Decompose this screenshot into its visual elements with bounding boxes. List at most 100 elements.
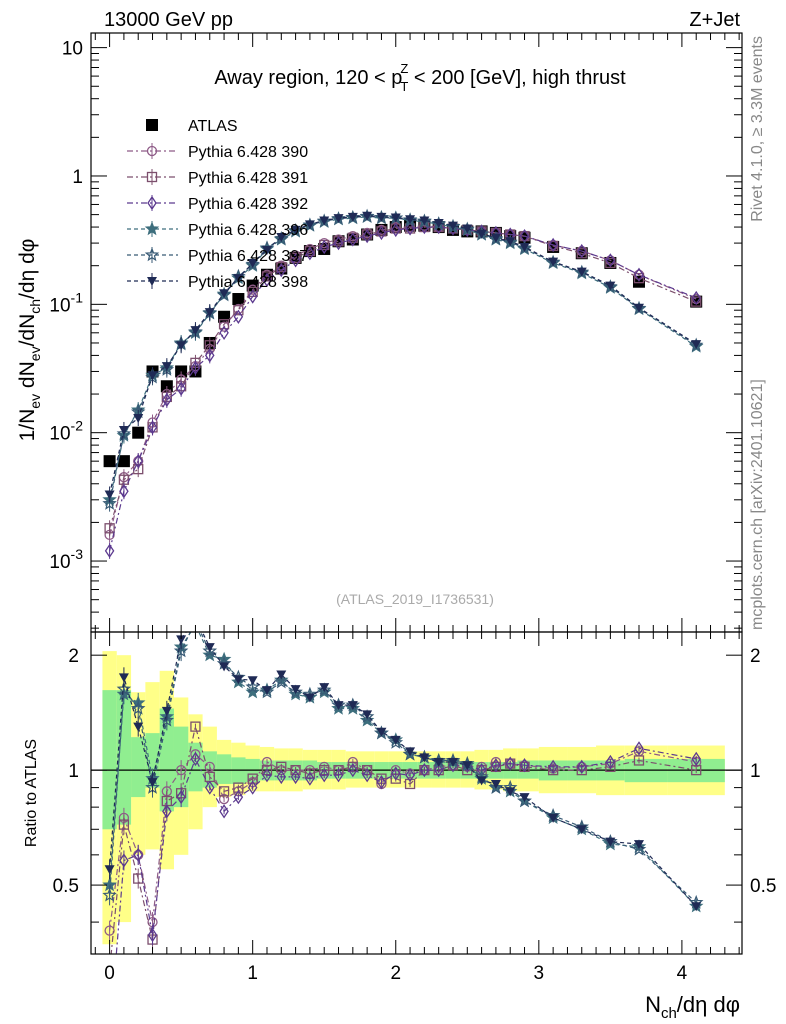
legend: ATLAS Pythia 6.428 390 Pythia 6.428 391 Pyt…: [127, 118, 308, 291]
ratio-point: [376, 727, 387, 737]
ratio-point: [218, 786, 230, 797]
ratio-point: [576, 759, 587, 775]
ratio-point: [133, 873, 144, 884]
band-green: [116, 690, 132, 825]
ratio-point: [316, 682, 332, 697]
mc-point: [691, 340, 702, 350]
ratio-point: [605, 754, 616, 770]
mc-point: [147, 420, 158, 435]
chart-title: Away region, 120 < pZ T < 200 [GeV], high…: [214, 61, 626, 94]
ratio-tick-label-right: 1: [750, 761, 761, 782]
ratio-point: [190, 721, 201, 732]
ratio-point: [274, 674, 289, 689]
ratio-point: [133, 722, 144, 732]
mc-point: [247, 289, 258, 304]
ratio-point: [362, 768, 372, 783]
mc-point: [147, 371, 158, 381]
mc-point: [119, 484, 129, 499]
mc-point: [276, 262, 287, 278]
y-tick-label: 10-2: [49, 418, 83, 445]
ratio-point: [348, 762, 358, 778]
mc-point: [219, 289, 230, 299]
ratio-point: [247, 773, 258, 784]
main-panel: 10 1 10-1 10-2 10-3 Away region, 120 < pZ T <…: [16, 32, 743, 633]
ratio-point: [119, 853, 129, 868]
band-green: [145, 733, 160, 788]
series-390: [104, 220, 702, 543]
mc-point: [233, 309, 244, 324]
ratio-point: [276, 670, 287, 680]
mc-point: [161, 362, 172, 372]
x-axis-label: Nch/dη dφ: [645, 992, 740, 1022]
x-tick-label: 3: [534, 963, 545, 984]
mc-point: [462, 224, 473, 234]
ratio-point: [261, 756, 273, 768]
mc-point: [133, 453, 143, 469]
mc-point: [104, 543, 115, 559]
ratio-point: [245, 679, 260, 694]
mc-point: [104, 523, 115, 534]
ratio-point: [147, 927, 158, 943]
ratio-point: [447, 758, 458, 768]
legend-label: Pythia 6.428 397: [188, 248, 308, 265]
ratio-point: [519, 758, 530, 773]
ratio-point: [233, 789, 244, 805]
legend-label: Pythia 6.428 390: [188, 144, 308, 161]
ratio-point: [433, 762, 444, 778]
ratio-tick-label: 1: [68, 761, 79, 782]
mc-point: [548, 257, 559, 267]
mc-point: [262, 272, 272, 288]
ratio-point: [390, 766, 401, 781]
mc-point: [605, 253, 616, 268]
ratio-point: [102, 887, 117, 902]
y-tick-label: 10: [62, 39, 83, 60]
mc-point: [305, 246, 315, 261]
ratio-point: [347, 701, 358, 711]
ratio-point: [202, 643, 218, 658]
series-line: [109, 226, 697, 552]
ratio-point: [159, 712, 175, 727]
mc-point: [319, 216, 330, 226]
ratio-tick-label: 0.5: [53, 876, 79, 897]
ratio-point: [505, 756, 515, 771]
legend-item: ATLAS: [146, 118, 238, 135]
legend-marker: [144, 247, 160, 262]
ratio-point: [104, 925, 115, 936]
mc-point: [362, 211, 373, 221]
ratio-point: [147, 778, 158, 788]
ratio-point: [462, 761, 473, 771]
mc-point: [102, 495, 117, 510]
ratio-point: [631, 841, 647, 856]
ratio-point: [405, 768, 415, 783]
legend-marker: [146, 145, 158, 157]
ratio-point: [161, 706, 172, 716]
ratio-point: [491, 758, 501, 773]
mc-point: [505, 237, 516, 247]
mc-point: [261, 246, 272, 256]
ratio-point: [261, 686, 272, 696]
ratio-series-392: [115, 741, 701, 954]
mc-point: [419, 216, 430, 226]
mcplots-label: mcplots.cern.ch [arXiv:2401.10621]: [749, 379, 766, 630]
ratio-point: [176, 635, 187, 645]
ratio-point: [433, 758, 444, 768]
mc-point: [390, 213, 401, 223]
ratio-point: [219, 662, 230, 672]
mc-point: [405, 221, 415, 236]
ratio-point: [402, 746, 418, 761]
ratio-point: [190, 616, 202, 627]
mc-point: [405, 215, 416, 225]
legend-label: Pythia 6.428 392: [188, 196, 308, 213]
ratio-point: [276, 769, 287, 785]
legend-marker: [147, 195, 157, 211]
ratio-point: [376, 774, 387, 790]
mc-point: [333, 214, 344, 224]
y-tick-label: 1: [72, 167, 83, 188]
ratio-point: [190, 751, 201, 767]
mc-point: [576, 267, 587, 277]
ratio-point: [319, 683, 330, 693]
mc-point: [133, 414, 144, 424]
mc-point: [476, 229, 487, 239]
x-tick-label: 4: [677, 963, 688, 984]
ratio-point: [262, 768, 272, 783]
